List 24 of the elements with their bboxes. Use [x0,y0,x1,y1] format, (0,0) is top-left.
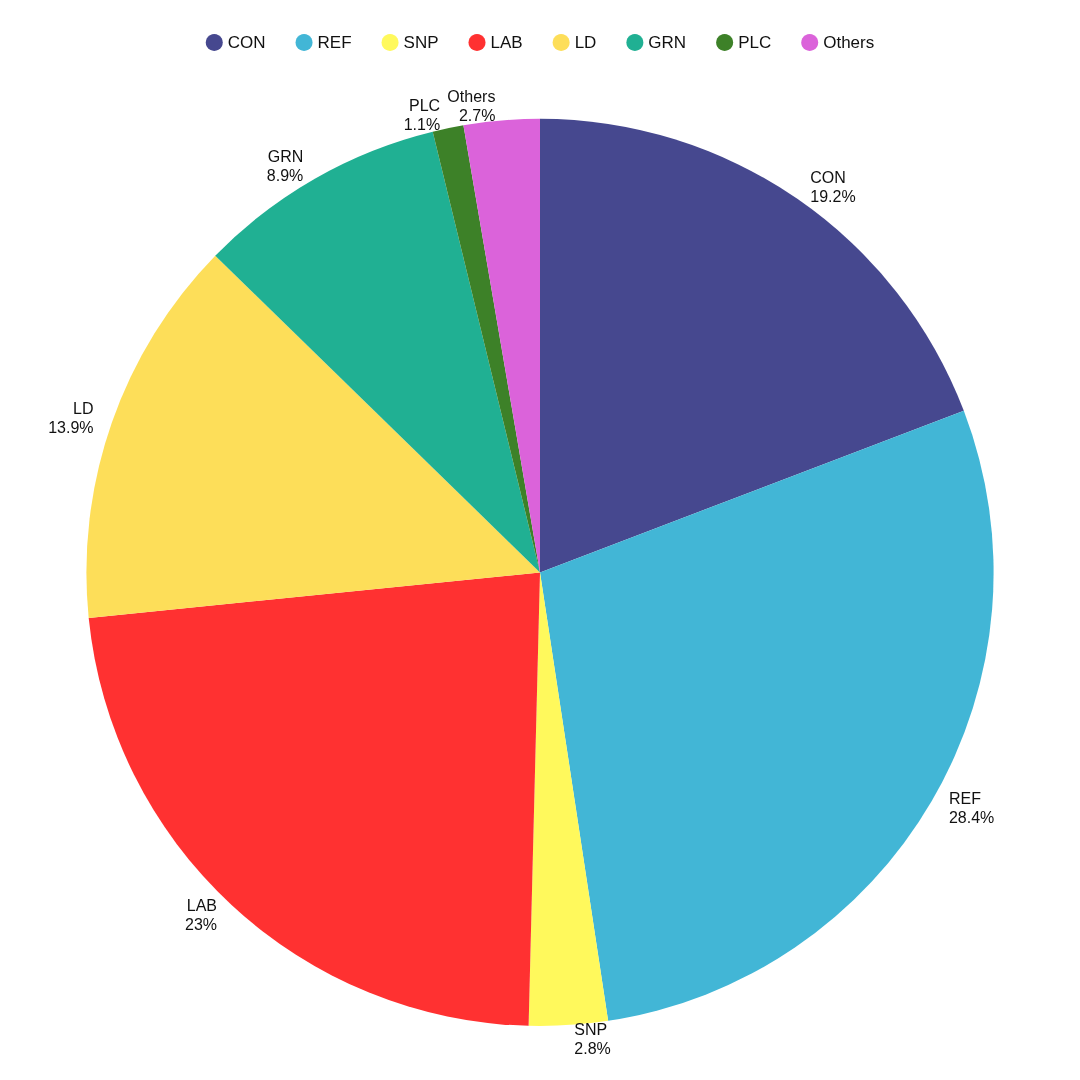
slice-label: SNP [574,1021,608,1039]
slice-label: LD [73,400,94,418]
data-label: 2.8% [574,1040,611,1058]
data-label: 13.9% [48,419,94,437]
slice-label: LAB [186,897,218,915]
slice-label: PLC [409,96,441,114]
legend-label: LD [574,33,597,52]
legend-label: PLC [738,33,772,52]
data-label: 1.1% [403,115,441,133]
slice-label: Others [447,88,496,106]
data-label: 8.9% [266,167,304,185]
legend-label: LAB [490,33,523,52]
legend-label: Others [823,33,875,52]
legend-label: REF [317,33,352,52]
legend-label: CON [227,33,266,52]
slice-label: REF [948,789,982,807]
legend-label: GRN [648,33,687,52]
slice-label: CON [810,169,846,187]
slice-label: GRN [267,148,304,166]
data-label: 23% [185,916,218,934]
data-label: 28.4% [948,808,995,826]
data-label: 2.7% [458,107,496,125]
legend-label: SNP [403,33,439,52]
data-label: 19.2% [810,188,856,206]
